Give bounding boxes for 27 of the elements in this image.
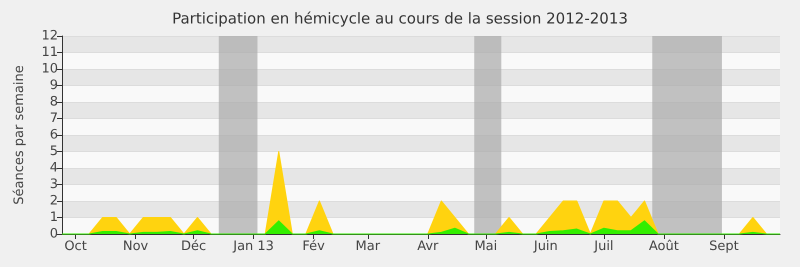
y-tick-label: 9: [50, 78, 58, 93]
x-tick-label: Août: [648, 239, 679, 254]
x-tick-label: Nov: [122, 239, 149, 254]
x-tick-label: Sept: [709, 239, 739, 254]
y-tick-label: 2: [50, 194, 58, 208]
y-tick-label: 6: [50, 128, 58, 142]
x-tick-label: Fév: [302, 239, 326, 254]
x-tick-label: Juil: [593, 239, 614, 254]
x-tick-label: Déc: [181, 239, 206, 254]
x-tick-label: Oct: [64, 239, 87, 254]
x-tick-label: Mai: [474, 239, 498, 254]
y-axis-title: Séances par semaine: [12, 65, 27, 205]
y-tick-label: 8: [50, 94, 58, 110]
x-tick-label: Juin: [532, 239, 558, 254]
y-tick-label: 1: [50, 210, 58, 225]
y-tick-label: 7: [50, 111, 58, 126]
y-tick-label: 5: [50, 144, 58, 159]
x-tick-label: Avr: [417, 239, 440, 254]
y-tick-label: 4: [50, 160, 58, 176]
y-tick-label: 3: [50, 177, 58, 192]
y-tick-label: 11: [41, 45, 58, 60]
y-tick-label: 12: [41, 28, 58, 44]
chart-title: Participation en hémicycle au cours de la session 2012-2013: [172, 10, 628, 28]
x-tick-label: Jan 13: [232, 239, 274, 254]
y-tick-label: 0: [50, 226, 58, 242]
y-tick-label: 10: [41, 62, 58, 76]
x-tick-label: Mar: [356, 239, 381, 254]
